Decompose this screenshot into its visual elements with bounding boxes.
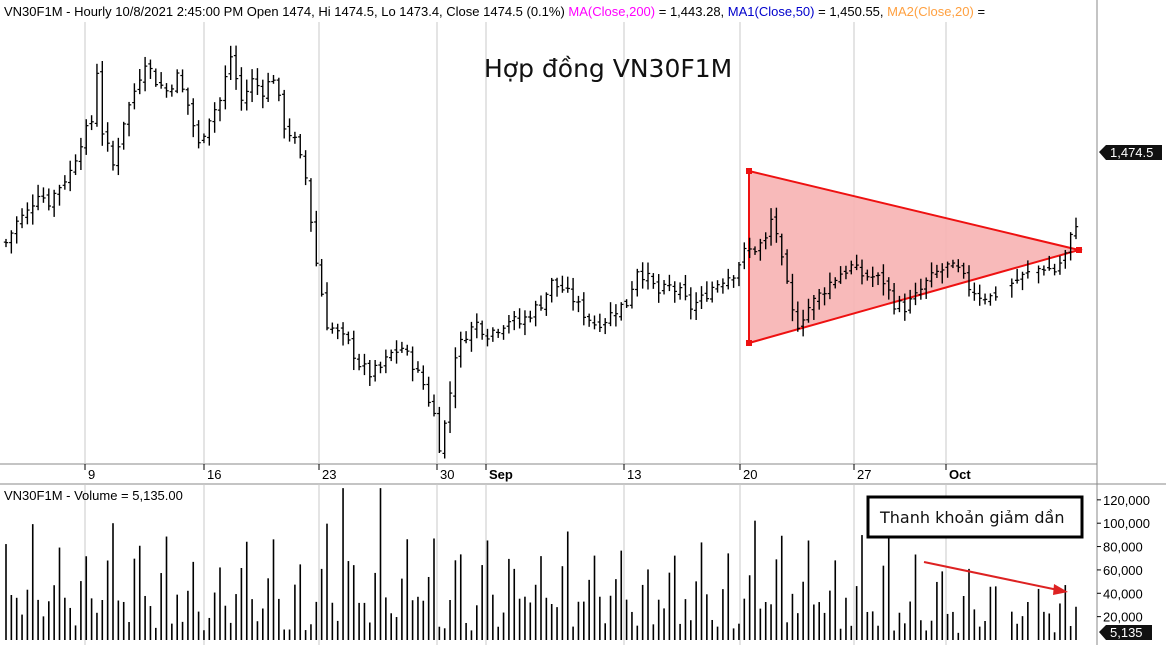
volume-annotation-text: Thanh khoản giảm dần bbox=[879, 508, 1065, 527]
volume-tick-label: 80,000 bbox=[1103, 540, 1143, 555]
header-symbol-info: VN30F1M - Hourly 10/8/2021 2:45:00 PM Op… bbox=[4, 4, 565, 19]
last-volume-marker: 5,135 bbox=[1099, 625, 1152, 640]
x-tick-label: 30 bbox=[440, 467, 454, 482]
header-ma50-value: = 1,450.55, bbox=[818, 4, 887, 19]
volume-y-axis: 120,000 100,000 80,000 60,000 40,000 20,000 bbox=[1097, 493, 1150, 625]
volume-tick-label: 40,000 bbox=[1103, 586, 1143, 601]
header-ma50-label: MA1(Close,50) bbox=[728, 4, 815, 19]
price-bars bbox=[3, 45, 1079, 459]
volume-tick-label: 100,000 bbox=[1103, 516, 1150, 531]
header-ma20-label: MA2(Close,20) bbox=[887, 4, 974, 19]
price-grid bbox=[84, 22, 947, 464]
decreasing-volume-arrow bbox=[923, 561, 1068, 595]
x-tick-label: Sep bbox=[489, 467, 513, 482]
header-ma20-value: = bbox=[977, 4, 985, 19]
x-tick-label: 27 bbox=[857, 467, 871, 482]
x-tick-label: 13 bbox=[627, 467, 641, 482]
x-tick-label: 20 bbox=[743, 467, 757, 482]
volume-tick-label: 20,000 bbox=[1103, 610, 1143, 625]
volume-header: VN30F1M - Volume = 5,135.00 bbox=[4, 488, 183, 503]
x-tick-label: 23 bbox=[322, 467, 336, 482]
last-price-label: 1,474.5 bbox=[1110, 145, 1153, 160]
header-ma200-label: MA(Close,200) bbox=[568, 4, 655, 19]
header-ma200-value: = 1,443.28, bbox=[659, 4, 728, 19]
volume-tick-label: 60,000 bbox=[1103, 563, 1143, 578]
price-title-annotation: Hợp đồng VN30F1M bbox=[484, 54, 732, 83]
last-price-marker: 1,474.5 bbox=[1099, 145, 1162, 160]
triangle-vertex-top[interactable] bbox=[746, 168, 752, 174]
x-tick-label: Oct bbox=[949, 467, 971, 482]
volume-tick-label: 120,000 bbox=[1103, 493, 1150, 508]
x-axis: 9 16 23 30 Sep 13 20 27 Oct bbox=[84, 464, 971, 482]
x-tick-label: 9 bbox=[88, 467, 95, 482]
volume-bars bbox=[5, 488, 1077, 640]
chart-header: VN30F1M - Hourly 10/8/2021 2:45:00 PM Op… bbox=[4, 4, 985, 19]
volume-annotation-box: Thanh khoản giảm dần bbox=[866, 495, 1084, 539]
x-tick-label: 16 bbox=[207, 467, 221, 482]
triangle-vertex-right[interactable] bbox=[1076, 247, 1082, 253]
last-volume-label: 5,135 bbox=[1110, 625, 1143, 640]
triangle-vertex-bottom[interactable] bbox=[746, 340, 752, 346]
